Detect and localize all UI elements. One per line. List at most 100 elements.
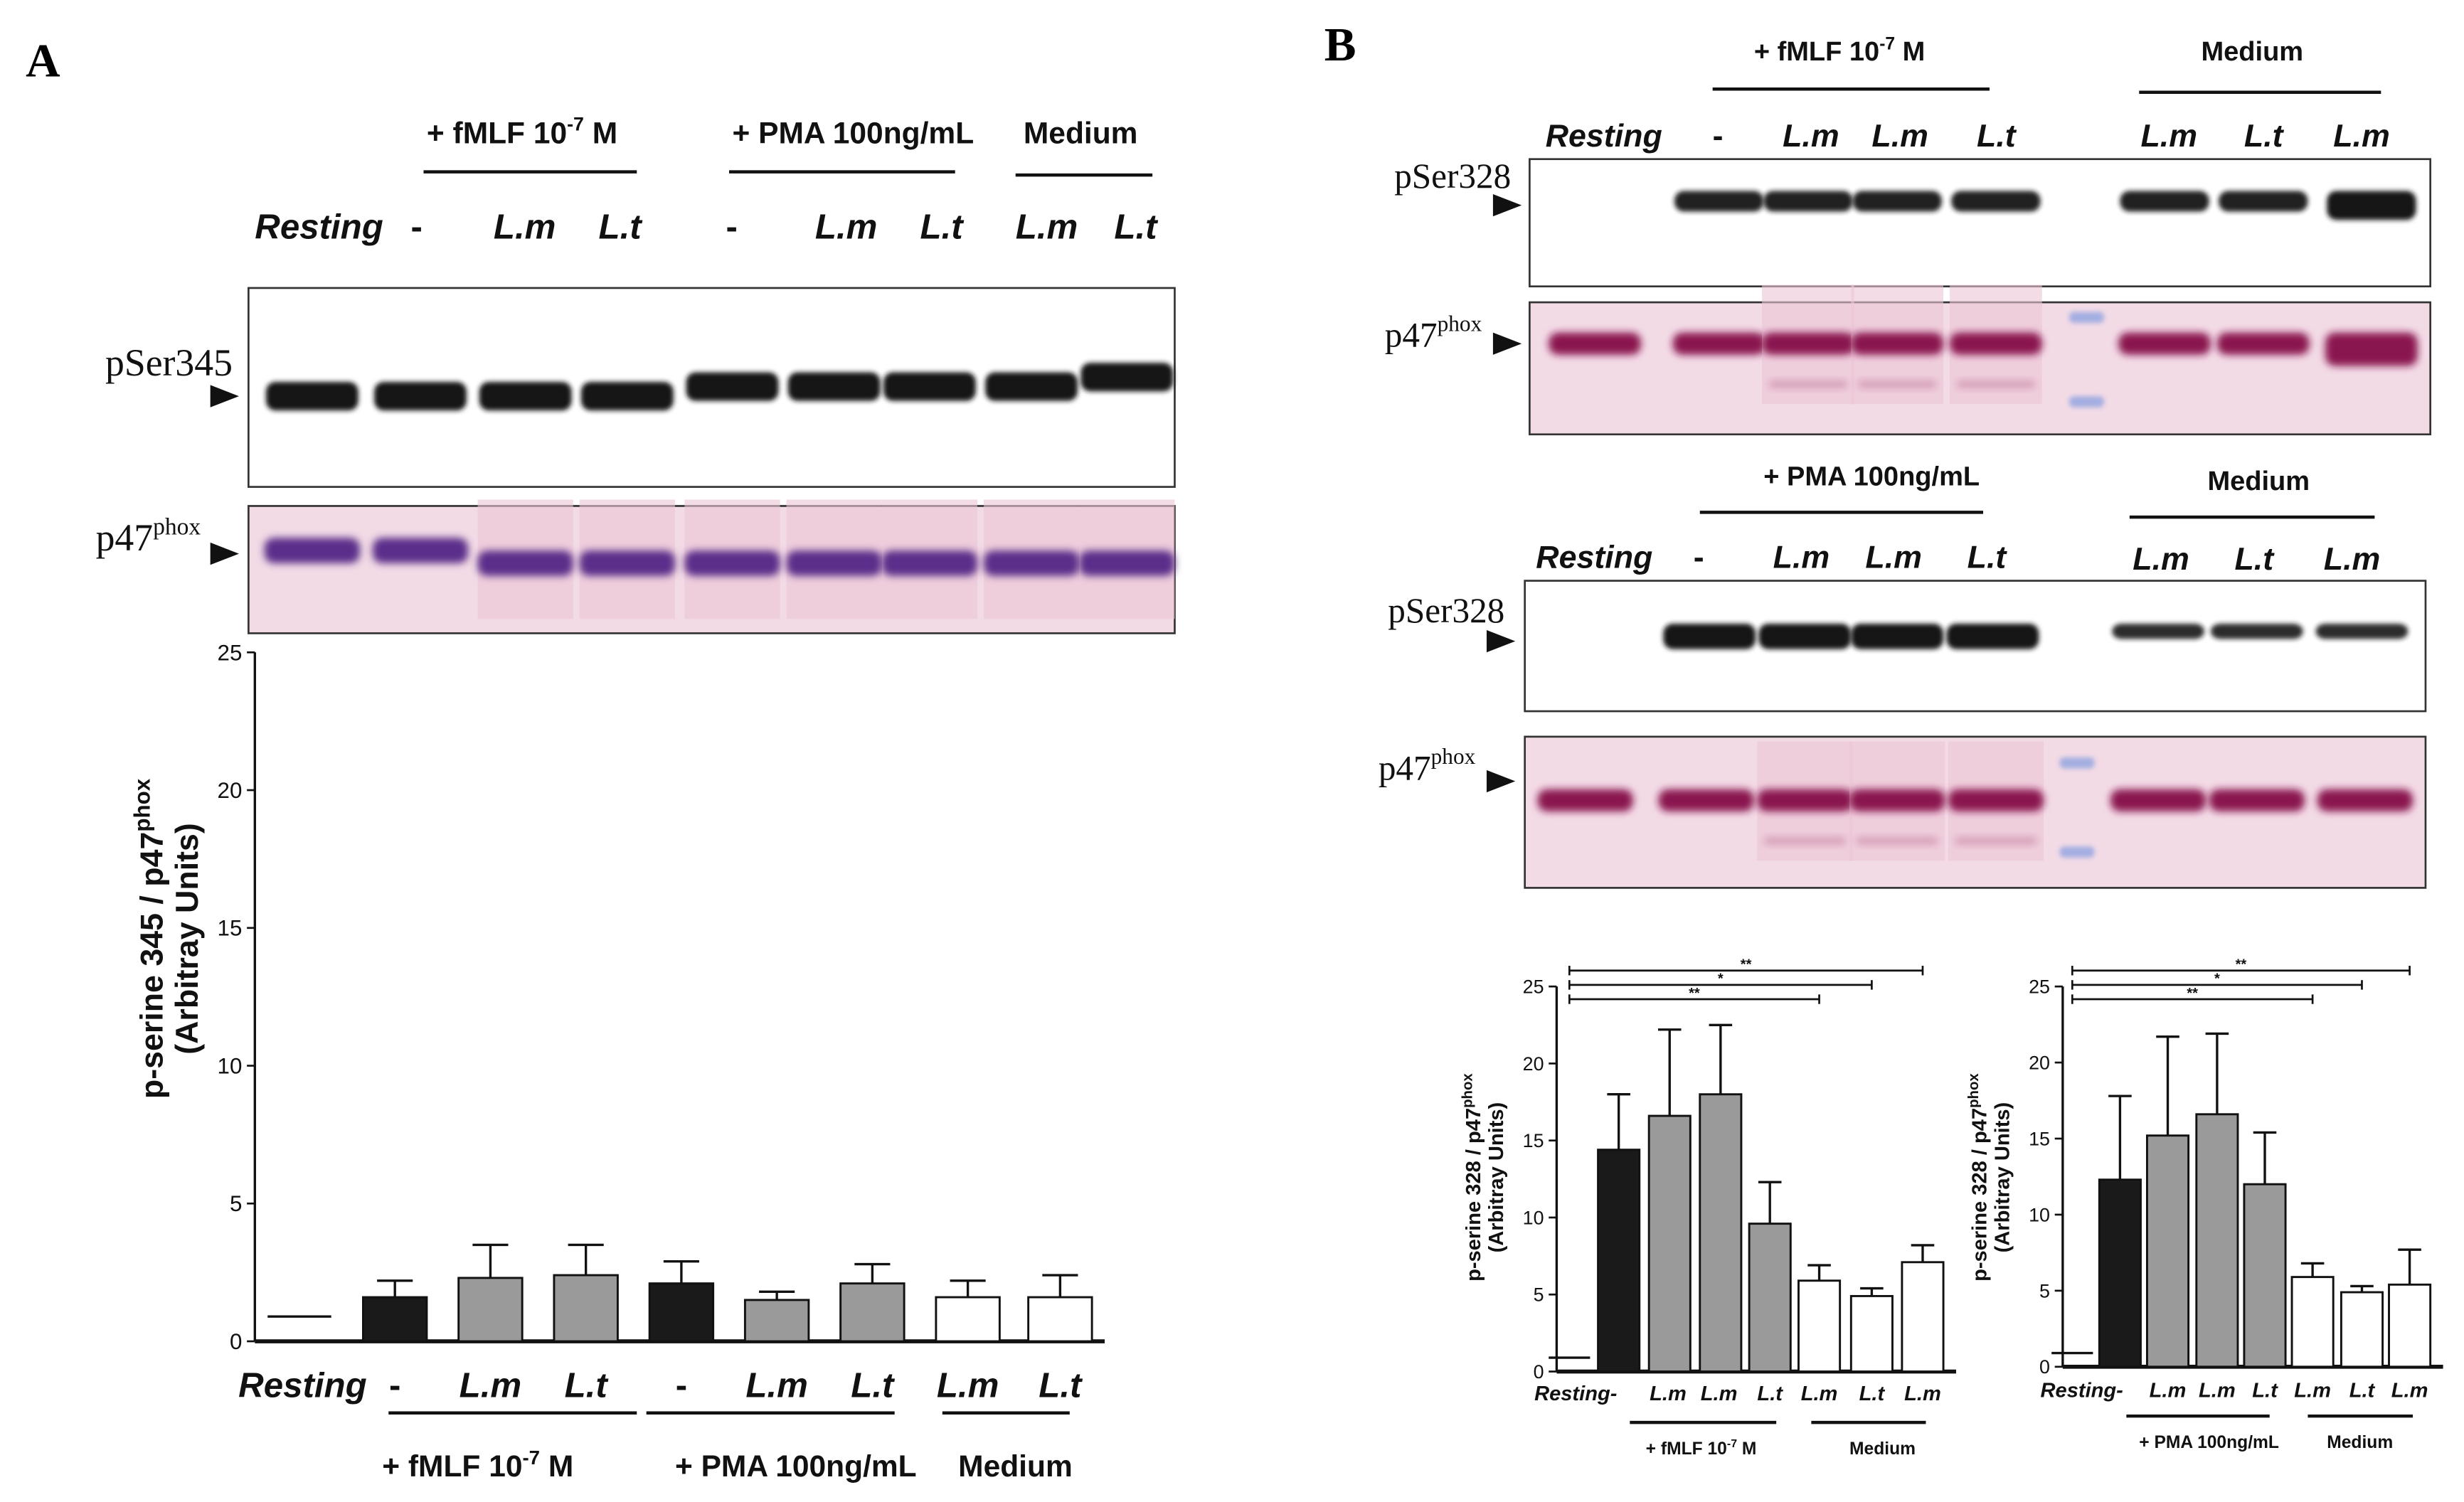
y-tick-label: 10	[218, 1053, 243, 1078]
category-label: Resting-	[1534, 1383, 1617, 1405]
blot-band	[1851, 624, 1944, 649]
lane-label: L.t	[1968, 540, 2008, 575]
blot-band	[1080, 363, 1174, 392]
pser328-label-b2: pSer328	[1388, 591, 1504, 630]
y-tick-label: 25	[1523, 976, 1544, 998]
bar	[935, 1296, 1001, 1343]
lane-label: L.m	[2333, 118, 2390, 154]
lane-label: L.m	[1871, 118, 1928, 154]
panel-b-upper-header: + fMLF 10-7 M Medium Resting - L.m L.m L…	[1546, 34, 2390, 153]
blot-band	[2210, 624, 2303, 639]
medium-label-b2: Medium	[2207, 467, 2310, 496]
blot-band	[264, 538, 360, 563]
blot-band	[1672, 332, 1765, 355]
blot-band	[2120, 191, 2209, 212]
y-tick-label: 5	[1534, 1284, 1544, 1306]
arrow-marker	[1486, 629, 1516, 653]
panel-b-lower-header: + PMA 100ng/mL Medium Resting - L.m L.m …	[1536, 462, 2380, 577]
category-label: L.m	[745, 1365, 808, 1405]
fmlf-label-b: + fMLF 10-7 M	[1754, 34, 1926, 67]
category-label: L.m	[460, 1365, 522, 1405]
ladder-marker	[2059, 757, 2095, 769]
blot-band	[985, 372, 1078, 401]
category-label: L.m	[2199, 1379, 2236, 1402]
category-label: L.m	[2150, 1379, 2187, 1402]
y-tick-label: 25	[2029, 976, 2050, 998]
category-label: L.t	[1859, 1383, 1886, 1405]
bar	[553, 1274, 619, 1343]
category-label: L.t	[1039, 1365, 1083, 1405]
arrow-marker	[1486, 769, 1516, 793]
category-label: L.t	[565, 1365, 610, 1405]
p47-label-a: p47phox	[96, 514, 201, 559]
bar	[2340, 1291, 2384, 1368]
blot-band	[2209, 789, 2305, 812]
resting-label-b1: Resting	[1546, 118, 1662, 154]
y-axis-label: p-serine 328 / p47phox(Arbitray Units)	[1966, 1073, 2014, 1282]
lane-label: L.m	[2140, 118, 2197, 154]
lane-label: L.t	[599, 208, 644, 247]
blot-bands-pser328-b1	[1674, 191, 2416, 220]
blot-band	[1849, 789, 1945, 812]
group-label: + PMA 100ng/mL	[675, 1450, 917, 1484]
chart-b2: 0 5 10 15 20 25 p-serine 328 / p47phox(Arbitra…	[1966, 957, 2443, 1452]
significance-label: **	[2187, 986, 2198, 1001]
blot-band	[479, 381, 572, 411]
lane-label: L.m	[1865, 540, 1922, 575]
panel-b-lower-blots: pSer328 p47phox	[1379, 580, 2427, 889]
blot-band	[579, 550, 675, 576]
lane-label: L.m	[2324, 541, 2381, 577]
lane-label: L.m	[1016, 208, 1078, 247]
category-label: L.t	[2252, 1379, 2278, 1402]
blot-band	[1663, 624, 1756, 649]
blot-bands-p47phox-b2	[1537, 741, 2413, 861]
y-axis-label: p-serine 345 / p47phox(Arbitray Units)	[130, 778, 205, 1099]
blot-band	[1763, 191, 1853, 212]
arrow-marker	[1492, 193, 1522, 217]
blot-band	[1658, 789, 1754, 812]
ladder-marker	[2069, 311, 2105, 324]
y-tick-label: 5	[230, 1191, 242, 1216]
arrow-marker	[1492, 332, 1522, 355]
lane-label: L.m	[494, 208, 556, 247]
category-label: L.t	[1757, 1383, 1783, 1405]
p47-label-b1: p47phox	[1385, 311, 1482, 354]
arrow-marker	[210, 385, 239, 408]
blot-band	[2219, 191, 2308, 212]
category-label: L.m	[2391, 1379, 2428, 1402]
category-label: L.m	[1701, 1383, 1738, 1405]
y-tick-label: 0	[1534, 1361, 1544, 1383]
y-tick-label: 20	[1523, 1053, 1544, 1075]
medium-label-a: Medium	[1024, 117, 1138, 150]
blot-band	[2118, 332, 2211, 355]
lane-label: L.m	[1783, 118, 1839, 154]
pma-label-b: + PMA 100ng/mL	[1763, 462, 1980, 491]
pser345-label: pSer345	[105, 341, 233, 384]
lane-label: -	[726, 208, 738, 247]
lane-label: L.t	[1114, 208, 1159, 247]
y-tick-label: 10	[2029, 1204, 2050, 1225]
blot-bands-p47phox	[264, 499, 1175, 619]
group-label: Medium	[2327, 1433, 2393, 1452]
group-label: + PMA 100ng/mL	[2139, 1433, 2279, 1452]
lane-label: L.t	[920, 208, 965, 247]
bar	[1597, 1149, 1641, 1373]
category-label: -	[676, 1365, 687, 1405]
blot-band	[881, 550, 978, 576]
y-tick-label: 20	[2029, 1052, 2050, 1073]
panel-a-letter: A	[26, 33, 60, 87]
category-label: -	[389, 1365, 400, 1405]
category-label: L.m	[2294, 1379, 2331, 1402]
arrow-marker	[210, 542, 239, 565]
ladder-marker	[2059, 846, 2095, 858]
lane-label: L.m	[815, 208, 878, 247]
category-label: L.t	[2349, 1379, 2376, 1402]
lane-label: L.m	[2133, 541, 2189, 577]
bar	[2290, 1276, 2335, 1368]
panel-a-blot-header: + fMLF 10-7 M + PMA 100ng/mL Medium Rest…	[255, 113, 1159, 246]
bar	[457, 1277, 524, 1343]
category-label: L.m	[937, 1365, 999, 1405]
y-tick-label: 25	[218, 640, 243, 665]
bar	[1748, 1223, 1792, 1373]
